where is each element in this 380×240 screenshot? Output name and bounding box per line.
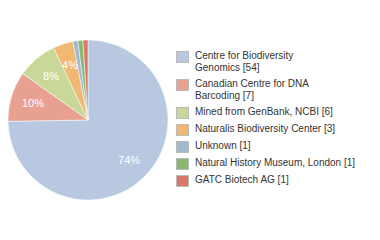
- html-text:Mined from GenBank, NCBI [6]: Mined from GenBank, NCBI [6]: [195, 105, 333, 117]
- html-text:Centre for Biodiversity: Centre for Biodiversity: [195, 49, 294, 61]
- html-text:Naturalis Biodiversity Center: Naturalis Biodiversity Center [3]: [195, 122, 336, 134]
- svg-text:8%: 8%: [43, 70, 59, 82]
- html-text:Unknown [1]: Unknown [1]: [195, 139, 251, 151]
- html-text:Canadian Centre for DNA: Canadian Centre for DNA: [195, 77, 309, 89]
- html-text:GATC Biotech AG [1]: GATC Biotech AG [1]: [195, 173, 289, 185]
- svg-text:74%: 74%: [118, 154, 140, 166]
- svg-text:10%: 10%: [22, 97, 44, 109]
- html-text:Barcoding [7]: Barcoding [7]: [195, 89, 254, 101]
- html-text:Natural History Museum, London: Natural History Museum, London [1]: [195, 156, 356, 168]
- html-text:Genomics [54]: Genomics [54]: [195, 61, 260, 73]
- svg-text:4%: 4%: [62, 59, 78, 71]
